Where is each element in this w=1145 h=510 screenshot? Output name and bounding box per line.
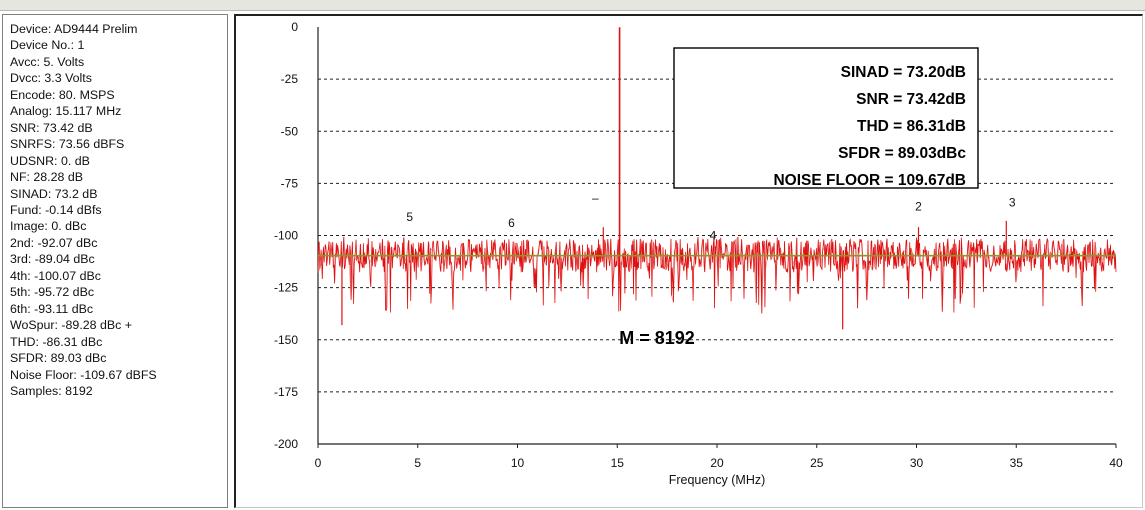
x-tick-label: 40: [1109, 456, 1123, 470]
x-tick-label: 25: [810, 456, 824, 470]
x-tick-label: 0: [315, 456, 322, 470]
info-line: UDSNR: 0. dB: [10, 153, 90, 168]
stats-line: SNR = 73.42dB: [856, 91, 966, 108]
x-tick-label: 10: [511, 456, 525, 470]
info-line: 5th: -95.72 dBc: [10, 285, 95, 300]
info-line: Avcc: 5. Volts: [10, 54, 85, 69]
stats-box: [673, 47, 979, 189]
y-tick-label: -200: [274, 437, 298, 451]
info-line: Fund: -0.14 dBfs: [10, 202, 102, 217]
info-line: Device: AD9444 Prelim: [10, 22, 138, 36]
info-line: Device No.: 1: [10, 38, 85, 53]
x-tick-label: 35: [1010, 456, 1024, 470]
y-tick-label: -25: [281, 72, 299, 86]
info-line: THD: -86.31 dBc: [10, 334, 103, 349]
info-line: SNR: 73.42 dB: [10, 120, 93, 135]
info-line: Image: 0. dBc: [10, 219, 87, 234]
info-line: 6th: -93.11 dBc: [10, 301, 94, 316]
info-line: 2nd: -92.07 dBc: [10, 235, 98, 250]
device-info-panel: Device: AD9444 Prelim Device No.: 1 Avcc: …: [2, 14, 228, 508]
y-tick-label: -50: [281, 124, 299, 138]
x-tick-label: 30: [910, 456, 924, 470]
y-tick-label: -175: [274, 385, 298, 399]
x-tick-label: 15: [611, 456, 625, 470]
info-line: SINAD: 73.2 dB: [10, 186, 98, 201]
info-line: Dvcc: 3.3 Volts: [10, 71, 92, 86]
info-line: NF: 28.28 dB: [10, 170, 84, 185]
info-line: SNRFS: 73.56 dBFS: [10, 137, 125, 152]
stats-line: THD = 86.31dB: [857, 118, 966, 135]
y-tick-label: -150: [274, 333, 298, 347]
harmonic-marker-label: –: [592, 191, 599, 205]
stats-line: SINAD = 73.20dB: [841, 64, 966, 81]
info-line: 3rd: -89.04 dBc: [10, 252, 95, 267]
harmonic-marker-label: 3: [1009, 195, 1016, 209]
stats-line: SFDR = 89.03dBc: [838, 145, 966, 162]
x-tick-label: 5: [414, 456, 421, 470]
y-tick-label: -100: [274, 229, 298, 243]
info-line: Encode: 80. MSPS: [10, 87, 115, 102]
stats-line: NOISE FLOOR = 109.67dB: [773, 172, 966, 189]
x-tick-label: 20: [710, 456, 724, 470]
info-line: Analog: 15.117 MHz: [10, 104, 122, 119]
info-line: Noise Floor: -109.67 dBFS: [10, 367, 157, 382]
info-line: WoSpur: -89.28 dBc +: [10, 318, 133, 333]
y-tick-label: 0: [291, 20, 298, 34]
x-axis-title: Frequency (MHz): [669, 473, 766, 487]
info-line: Samples: 8192: [10, 383, 93, 398]
window-top-edge: [0, 0, 1145, 11]
sample-count-annotation: M = 8192: [619, 328, 695, 348]
y-tick-label: -125: [274, 281, 298, 295]
harmonic-marker-label: 2: [915, 199, 922, 213]
spectrum-trace-shadow: [317, 236, 1116, 314]
harmonic-marker-label: 6: [508, 216, 515, 230]
harmonic-marker-label: 5: [406, 210, 413, 224]
info-line: SFDR: 89.03 dBc: [10, 351, 107, 366]
spectrum-trace: [317, 236, 1117, 314]
info-line: 4th: -100.07 dBc: [10, 268, 101, 283]
harmonic-marker-label: 4: [710, 229, 717, 243]
y-tick-label: -75: [281, 176, 299, 190]
